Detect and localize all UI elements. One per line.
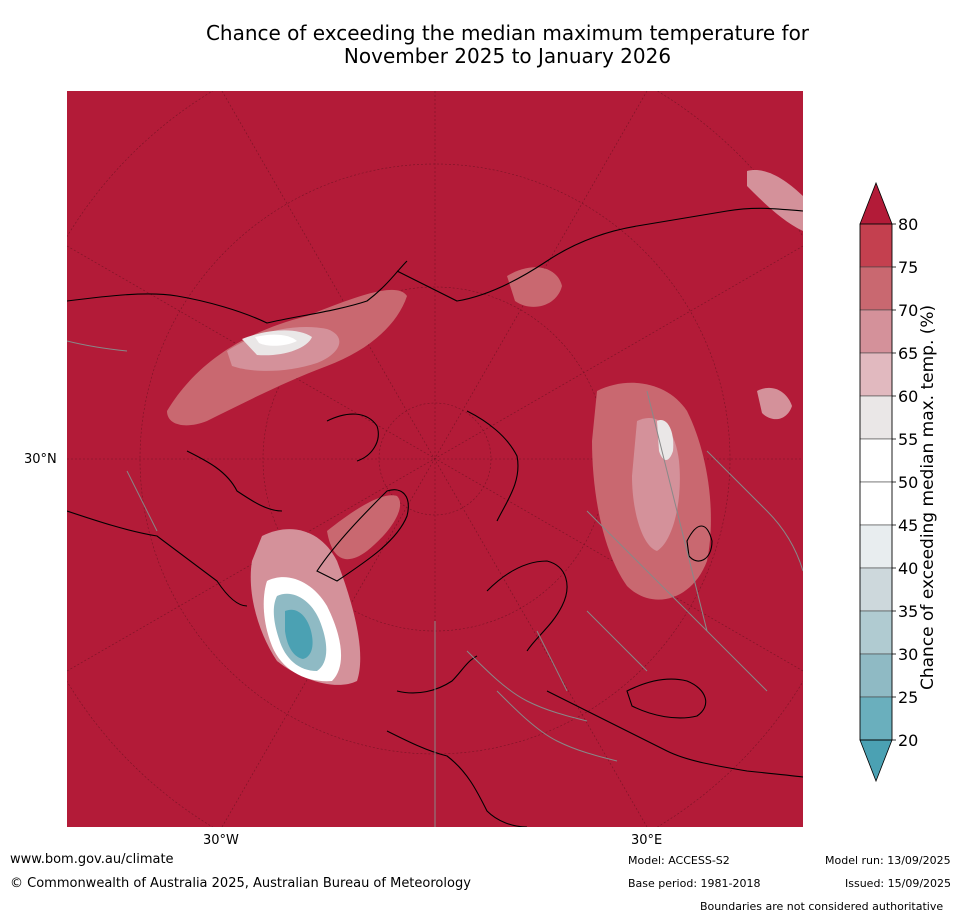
lon-label-30w: 30°W [203,833,239,848]
colorbar-band [859,610,893,655]
colorbar: 80 75 70 65 60 55 50 45 40 35 30 25 20 [859,181,918,783]
colorbar-tick-label: 30 [898,645,918,664]
colorbar-tick-label: 55 [898,430,918,449]
country-borders [67,340,803,827]
colorbar-band [859,395,893,440]
colorbar-band [859,524,893,569]
colorbar-bottom-arrow [859,739,893,783]
colorbar-tick-label: 80 [898,215,918,234]
colorbar-band [859,567,893,612]
colorbar-tick-label: 65 [898,344,918,363]
title-line-1: Chance of exceeding the median maximum t… [205,21,810,45]
forecast-map [67,91,803,827]
colorbar-tick-label: 50 [898,473,918,492]
lon-label-30e: 30°E [631,833,663,848]
footer-url[interactable]: www.bom.gov.au/climate [10,852,174,867]
colorbar-tick-label: 40 [898,559,918,578]
colorbar-ticks: 80 75 70 65 60 55 50 45 40 35 30 25 20 [892,215,918,750]
colorbar-top-arrow [859,181,893,225]
colorbar-band [859,696,893,741]
colorbar-tick-label: 70 [898,301,918,320]
footer-disclaimer: Boundaries are not considered authoritat… [700,900,944,913]
colorbar-band [859,653,893,698]
colorbar-band [859,438,893,483]
colorbar-band [859,266,893,311]
colorbar-bands [859,181,893,783]
colorbar-tick-label: 75 [898,258,918,277]
colorbar-band [859,481,893,526]
colorbar-tick-label: 25 [898,688,918,707]
footer-model: Model: ACCESS-S2 [628,854,730,867]
colorbar-band [859,223,893,268]
colorbar-tick-label: 35 [898,602,918,621]
colorbar-title: Chance of exceeding median max. temp. (%… [918,304,938,690]
colorbar-band [859,309,893,354]
map-title: Chance of exceeding the median maximum t… [0,22,965,68]
colorbar-tick-label: 20 [898,731,918,750]
footer-base-period: Base period: 1981-2018 [628,877,761,890]
title-line-2: November 2025 to January 2026 [343,44,672,68]
footer-copyright: © Commonwealth of Australia 2025, Austra… [10,876,471,891]
lat-label-30n: 30°N [24,452,57,467]
footer-model-run: Model run: 13/09/2025 [825,854,951,867]
footer-issued: Issued: 15/09/2025 [845,877,952,890]
colorbar-tick-label: 45 [898,516,918,535]
colorbar-band [859,352,893,397]
colorbar-tick-label: 60 [898,387,918,406]
coastlines [67,207,803,827]
